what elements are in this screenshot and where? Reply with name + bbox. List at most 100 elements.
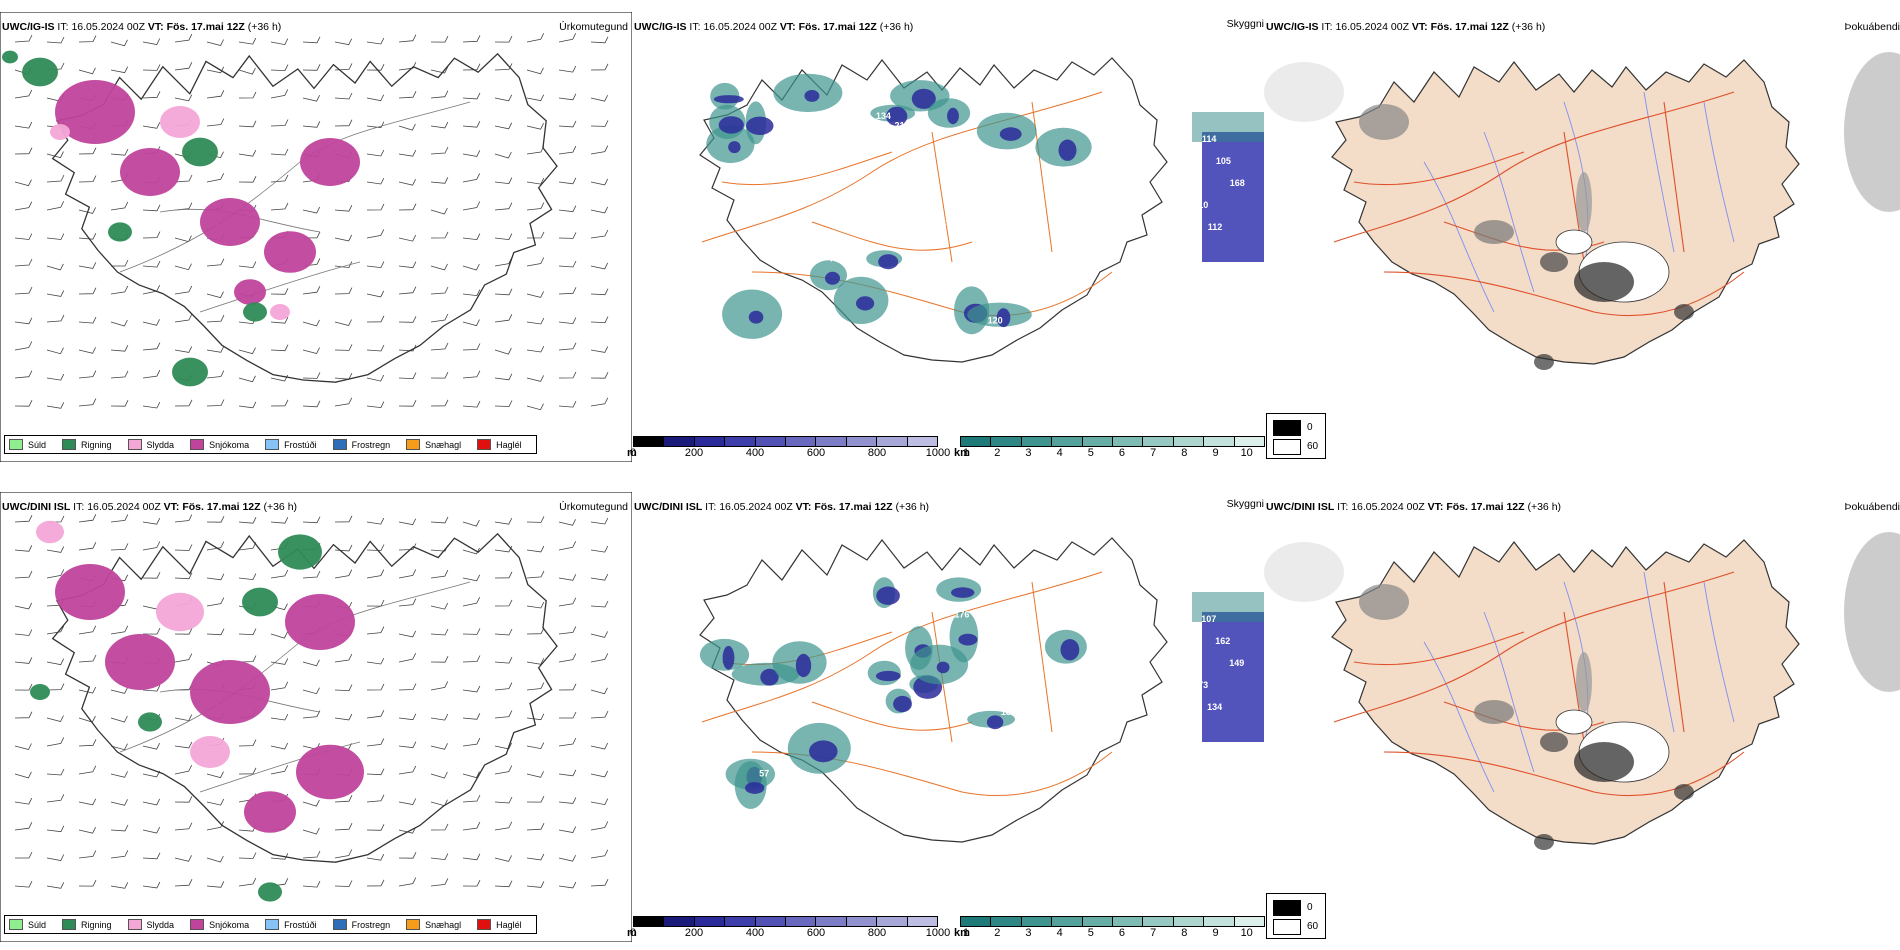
cloudbase-value-label: 105: [1216, 156, 1231, 166]
cloudbase-value-label: 35: [941, 218, 951, 228]
colorbar-segment: [907, 917, 938, 926]
colorbar-segment: [1204, 437, 1235, 446]
cloudbase-value-label: 78: [824, 636, 834, 646]
colorbar-segment: [786, 917, 817, 926]
cloudbase-value-label: 120: [988, 315, 1003, 325]
legend-label: Haglél: [496, 919, 522, 930]
colorbar-tick-label: 3: [1025, 927, 1032, 939]
precip-area: [190, 660, 270, 724]
legend-swatch: [190, 919, 205, 930]
legend-item: Slydda: [127, 439, 174, 450]
fog-patches: [1359, 104, 1694, 370]
cloud-band: [1192, 112, 1264, 142]
low-cloud-area: [876, 586, 900, 605]
legend-item: Rigning: [62, 439, 112, 450]
cloudbase-value-label: 184: [1118, 289, 1133, 299]
legend-label: Rigning: [81, 439, 112, 450]
colorbar-segment: [755, 437, 787, 446]
cloud-panel-bottom: 107 162 149 173 134 176 157 84 202 180 121 78 76 116 5…: [632, 492, 1264, 942]
legend-swatch: [406, 919, 421, 930]
cloudbase-colorbar-bottom: 0 200 400 600 800 1000 m: [627, 916, 950, 941]
low-cloud-area: [746, 116, 774, 135]
precip-area: [172, 357, 208, 387]
fog-panel-top: UWC/IG-IS IT: 16.05.2024 00Z VT: Fös. 17…: [1264, 12, 1900, 462]
panel-header: UWC/DINI ISL IT: 16.05.2024 00Z VT: Fös.…: [1266, 501, 1562, 513]
legend-swatch: [9, 919, 23, 930]
legend-item: Frostregn: [332, 439, 390, 450]
legend-swatch: [62, 919, 77, 930]
colorbar-tick-label: 200: [684, 927, 704, 939]
colorbar-unit: m: [627, 927, 637, 939]
colorbar-tick-label: 3: [1025, 447, 1032, 459]
colorbar-tick-label: 800: [867, 927, 887, 939]
fog-area: [1264, 542, 1344, 602]
legend-label: Snæhagl: [425, 919, 462, 930]
low-cloud-area: [936, 661, 950, 674]
low-cloud-area: [748, 310, 764, 324]
cloudbase-value-label: 157: [1066, 814, 1081, 824]
precip-area: [190, 736, 230, 768]
colorbar-tick-label: 600: [806, 927, 826, 939]
colorbar-segment: [786, 437, 817, 446]
precip-map-top: [0, 12, 632, 462]
fog-area: [1844, 532, 1900, 692]
cloudbase-value-label: 431: [960, 228, 975, 238]
iceland-outline: [51, 52, 558, 383]
cloudbase-value-label: 114: [1202, 134, 1217, 144]
colorbar-segment: [1082, 917, 1114, 926]
precip-area: [55, 564, 125, 620]
fog-map-bottom: [1264, 532, 1900, 850]
legend-item: Snæhagl: [406, 439, 461, 450]
iceland-outline: [1331, 59, 1800, 365]
colorbar-tick-label: 1000: [925, 447, 951, 459]
cloudbase-value-label: 121: [1113, 671, 1128, 681]
legend-swatch: [9, 439, 23, 450]
colorbar-segment: [961, 437, 992, 446]
fog-patch: [1574, 262, 1634, 302]
legend-swatch: [477, 919, 492, 930]
colorbar-segment: [1204, 917, 1235, 926]
cloudbase-colorbar-top: 0 200 400 600 800 1000 m: [627, 436, 950, 461]
fog-patch: [1540, 732, 1568, 752]
panel-header: UWC/DINI ISL IT: 16.05.2024 00Z VT: Fös.…: [2, 501, 298, 513]
glacier: [1555, 229, 1593, 255]
roads: [1333, 571, 1745, 797]
precip-blobs: [30, 520, 364, 902]
cloudbase-value-label: 119: [1094, 662, 1109, 672]
low-cloud-area: [718, 116, 744, 134]
colorbar-tick-label: 6: [1118, 447, 1126, 459]
colorbar-segment: [1173, 437, 1205, 446]
colorbar-tick-label: 1: [963, 927, 970, 939]
low-cloud-area: [947, 107, 959, 125]
colorbar-tick-label: 4: [1056, 927, 1063, 939]
fog-patch: [1359, 584, 1409, 620]
colorbar-segment: [1173, 917, 1205, 926]
colorbar-segment: [1082, 437, 1114, 446]
fog-patch: [1674, 304, 1694, 320]
colorbar-tick-label: 9: [1212, 447, 1219, 459]
panel-header: UWC/IG-IS IT: 16.05.2024 00Z VT: Fös. 17…: [634, 21, 914, 33]
precip-area: [258, 882, 282, 902]
fog-patch: [1474, 700, 1514, 724]
precip-legend: Súld Rigning Slydda Snjókoma Frostúði Frostre…: [4, 915, 537, 934]
legend-item: Snjókoma: [190, 439, 249, 450]
legend-item: Súld: [9, 439, 46, 450]
cloudbase-value-label: 117: [783, 156, 798, 166]
precip-area: [243, 302, 267, 322]
colorbar-unit: m: [627, 447, 637, 459]
colorbar-tick-label: 5: [1087, 447, 1094, 459]
colorbar-segment: [755, 917, 787, 926]
glacier: [1555, 709, 1593, 735]
precip-area: [138, 712, 162, 732]
cloudbase-value-label: 124: [1053, 182, 1068, 192]
cloudbase-value-label: 134: [1207, 702, 1222, 712]
colorbar-tick-label: 6: [1118, 927, 1126, 939]
cloudbase-value-label: 112: [1208, 222, 1223, 232]
precip-area: [200, 198, 260, 246]
legend-item: Frostúði: [265, 919, 317, 930]
panel-header: UWC/IG-IS IT: 16.05.2024 00Z VT: Fös. 17…: [2, 21, 282, 33]
precip-area: [182, 137, 218, 167]
colorbar-segment: [961, 917, 992, 926]
roads: [1333, 91, 1745, 317]
cloudbase-value-label: 180: [1001, 707, 1016, 717]
